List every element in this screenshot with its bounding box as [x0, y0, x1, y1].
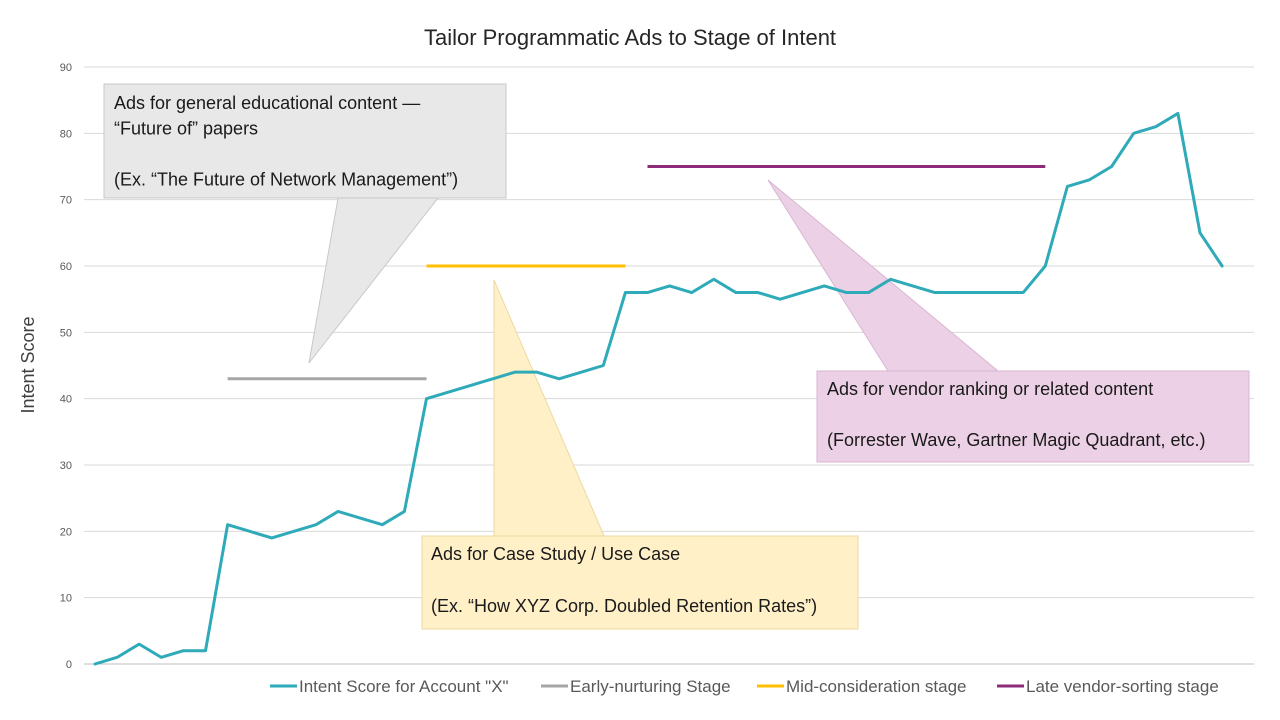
data-point: [1022, 291, 1025, 294]
data-point: [138, 643, 141, 646]
series: [93, 111, 1224, 666]
data-point: [558, 377, 561, 380]
callout-late: Ads for vendor ranking or related conten…: [767, 179, 1250, 463]
data-point: [447, 391, 450, 394]
data-point: [889, 278, 892, 281]
data-point: [712, 278, 715, 281]
data-point: [425, 397, 428, 400]
y-tick-label: 60: [60, 261, 72, 273]
legend-label: Late vendor-sorting stage: [1026, 677, 1219, 696]
callout-pointer: [493, 279, 605, 537]
data-point: [955, 291, 958, 294]
data-point: [204, 649, 207, 652]
callout-pointer: [308, 197, 440, 364]
data-point: [94, 663, 97, 666]
data-point: [1132, 132, 1135, 135]
callout-box: [103, 83, 507, 199]
callout-mid: Ads for Case Study / Use Case (Ex. “How X…: [421, 279, 859, 630]
callout-pointer: [767, 179, 1000, 372]
y-tick-label: 40: [60, 394, 72, 406]
data-point: [978, 291, 981, 294]
data-point: [270, 536, 273, 539]
data-point: [403, 510, 406, 513]
data-point: [359, 517, 362, 520]
intent-score-line: [93, 111, 1224, 666]
y-tick-label: 30: [60, 460, 72, 472]
y-tick-label: 50: [60, 327, 72, 339]
gridlines: [84, 66, 1254, 665]
data-point: [116, 656, 119, 659]
data-point: [1154, 125, 1157, 128]
data-point: [823, 284, 826, 287]
data-point: [867, 291, 870, 294]
callouts: Ads for general educational content — “Fu…: [103, 83, 1250, 630]
data-point: [1176, 112, 1179, 115]
callout-box: [816, 370, 1250, 463]
callout-early: Ads for general educational content — “Fu…: [103, 83, 507, 364]
y-tick-label: 90: [60, 62, 72, 74]
y-tick-label: 70: [60, 195, 72, 207]
data-point: [182, 649, 185, 652]
callout-text-line: (Ex. “The Future of Network Management”): [114, 170, 458, 190]
legend-label: Early-nurturing Stage: [570, 677, 731, 696]
data-point: [668, 284, 671, 287]
callout-text-line: Ads for general educational content —: [114, 93, 420, 113]
legend-label: Mid-consideration stage: [786, 677, 966, 696]
legend-label: Intent Score for Account "X": [299, 677, 509, 696]
data-point: [469, 384, 472, 387]
callout-text-line: Ads for vendor ranking or related conten…: [827, 379, 1153, 399]
data-point: [1221, 265, 1224, 268]
data-point: [1000, 291, 1003, 294]
chart-title: Tailor Programmatic Ads to Stage of Inte…: [424, 25, 836, 50]
callout-text-line: (Forrester Wave, Gartner Magic Quadrant,…: [827, 430, 1205, 450]
data-point: [757, 291, 760, 294]
data-point: [226, 523, 229, 526]
callout-text-line: “Future of” papers: [114, 119, 258, 139]
data-point: [315, 523, 318, 526]
stage-lines: [227, 165, 1046, 381]
data-point: [801, 291, 804, 294]
data-point: [1066, 185, 1069, 188]
y-tick-labels: 0 10 20 30 40 50 60 70 80 90: [60, 62, 72, 671]
data-point: [624, 291, 627, 294]
y-tick-label: 80: [60, 128, 72, 140]
data-point: [1044, 265, 1047, 268]
data-point: [1199, 231, 1202, 234]
data-point: [381, 523, 384, 526]
data-point: [1088, 178, 1091, 181]
data-point: [933, 291, 936, 294]
y-tick-label: 20: [60, 526, 72, 538]
legend: Intent Score for Account "X" Early-nurtur…: [270, 677, 1219, 696]
y-tick-label: 0: [66, 659, 72, 671]
callout-text-line: Ads for Case Study / Use Case: [431, 544, 680, 564]
data-point: [513, 371, 516, 374]
data-point: [337, 510, 340, 513]
data-point: [845, 291, 848, 294]
callout-text-line: (Ex. “How XYZ Corp. Doubled Retention Ra…: [431, 596, 817, 616]
data-point: [734, 291, 737, 294]
data-point: [779, 298, 782, 301]
data-point: [580, 371, 583, 374]
data-point: [160, 656, 163, 659]
y-tick-label: 10: [60, 593, 72, 605]
data-point: [1110, 165, 1113, 168]
data-point: [646, 291, 649, 294]
data-point: [536, 371, 539, 374]
y-axis-label: Intent Score: [18, 316, 38, 413]
data-point: [602, 364, 605, 367]
data-point: [690, 291, 693, 294]
data-point: [292, 530, 295, 533]
callout-box: [421, 535, 859, 630]
data-point: [491, 377, 494, 380]
data-point: [248, 530, 251, 533]
data-point: [911, 284, 914, 287]
